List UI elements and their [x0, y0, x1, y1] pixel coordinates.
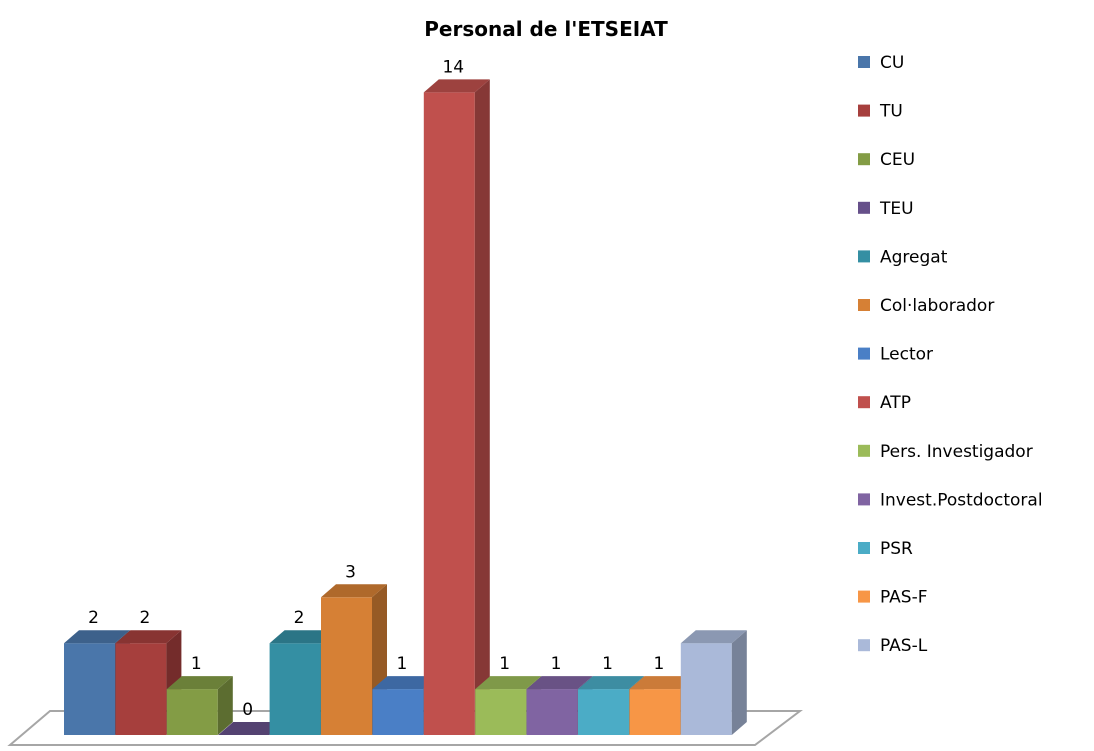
legend-swatch [858, 56, 870, 68]
data-label: 1 [191, 654, 202, 674]
legend-label: Agregat [880, 247, 948, 267]
data-label: 2 [294, 608, 305, 628]
bar-front [372, 689, 424, 735]
bar-top [372, 676, 439, 690]
legend-swatch [858, 542, 870, 554]
bar-top [423, 79, 490, 93]
data-label: 3 [345, 562, 356, 582]
legend-label: TU [879, 102, 903, 122]
bar-front [423, 92, 475, 735]
bar-top [680, 630, 747, 644]
bar-top [64, 630, 130, 644]
bar-front [629, 689, 681, 735]
data-label: 1 [396, 654, 407, 674]
legend-label: CEU [880, 150, 915, 170]
legend-label: Lector [880, 345, 933, 365]
bar-side [217, 676, 233, 735]
bar-top [629, 676, 696, 690]
data-label: 2 [88, 608, 99, 628]
legend-label: PAS-F [880, 588, 928, 608]
bar-front [64, 643, 115, 735]
legend-swatch [858, 299, 870, 311]
data-label: 14 [442, 57, 464, 77]
bar-front [166, 689, 218, 735]
bar-top [578, 676, 644, 690]
data-label: 1 [602, 654, 613, 674]
legend-swatch [858, 396, 870, 409]
legend-swatch [858, 250, 870, 263]
bar-top [218, 722, 285, 735]
legend-swatch [858, 444, 870, 457]
legend-swatch [858, 153, 870, 166]
legend-swatch [858, 590, 870, 603]
legend-label: Col·laborador [880, 296, 994, 316]
bar-front [115, 643, 167, 735]
legend-swatch [858, 347, 870, 360]
data-label: 1 [653, 654, 664, 674]
data-label: 2 [139, 608, 150, 628]
data-label: 0 [242, 700, 253, 720]
bar-front [578, 689, 629, 735]
legend-label: PSR [880, 539, 913, 559]
legend-label: ATP [880, 393, 911, 413]
legend-label: CU [880, 53, 904, 73]
bar-side [731, 630, 747, 735]
bar-top [269, 630, 336, 644]
bar-top [166, 676, 233, 690]
chart-title: Personal de l'ETSEIAT [424, 17, 668, 41]
legend-swatch [858, 493, 870, 506]
bar-front [680, 643, 732, 735]
bar-front [475, 689, 527, 735]
legend-swatch [858, 104, 870, 117]
bar-front [269, 643, 321, 735]
bar-side [474, 79, 490, 735]
data-label: 1 [499, 654, 510, 674]
bar-top [475, 676, 542, 690]
data-label: 1 [551, 654, 562, 674]
bar-top [321, 584, 387, 598]
legend-label: PAS-L [880, 636, 928, 656]
legend-label: Pers. Investigador [880, 442, 1033, 462]
bar-front [321, 597, 372, 735]
floor [7, 710, 803, 746]
legend-label: Invest.Postdoctoral [880, 490, 1043, 510]
legend-swatch [858, 201, 870, 214]
bar-top [115, 630, 182, 644]
legend-label: TEU [879, 199, 914, 219]
bar-top [526, 676, 593, 690]
bar-front [526, 689, 578, 735]
legend-swatch [858, 639, 870, 652]
